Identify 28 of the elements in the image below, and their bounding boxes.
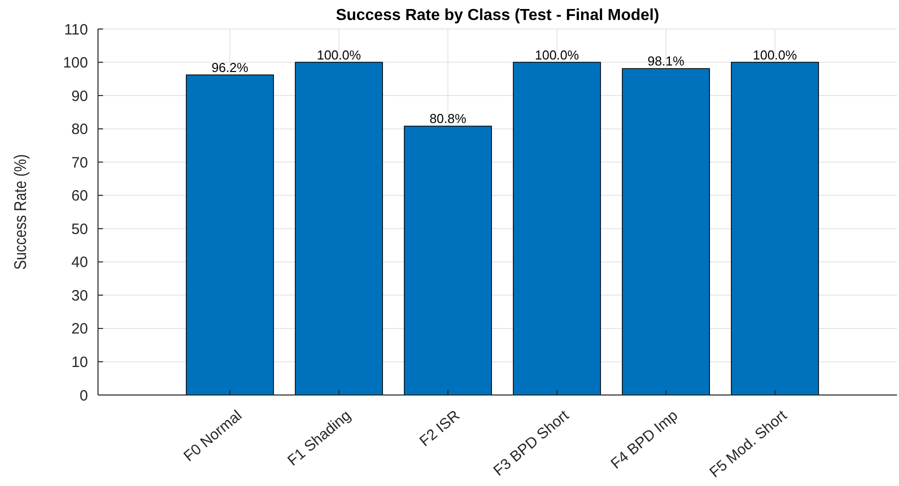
y-tick-label: 90 <box>71 88 88 105</box>
data-label: 80.8% <box>429 111 467 126</box>
bar <box>404 126 492 396</box>
chart-title: Success Rate by Class (Test - Final Model) <box>336 7 660 24</box>
y-tick-label: 50 <box>71 220 88 238</box>
data-label: 100.0% <box>534 47 580 62</box>
y-tick-label: 70 <box>71 154 88 172</box>
y-tick-label: 60 <box>71 188 88 205</box>
bar <box>186 74 274 396</box>
data-label: 98.1% <box>647 54 685 69</box>
y-tick-label: 0 <box>80 387 88 404</box>
y-tick-label: 10 <box>71 354 88 371</box>
x-tick-label: F4 BPD Imp <box>608 407 682 473</box>
bar <box>730 62 819 396</box>
y-tick-label: 20 <box>71 320 88 338</box>
x-tick-label: F2 ISR <box>416 406 464 450</box>
y-axis-title: Success Rate (%) <box>12 154 30 270</box>
bar <box>512 62 601 396</box>
y-tick-label: 80 <box>71 121 88 138</box>
y-tick-label: 40 <box>71 254 88 272</box>
data-label: 100.0% <box>316 47 362 62</box>
y-tick-label: 110 <box>64 21 88 38</box>
bar <box>294 62 383 396</box>
y-tick-label: 100 <box>62 54 88 72</box>
bar <box>622 68 710 396</box>
data-label: 96.2% <box>211 60 249 75</box>
data-label: 100.0% <box>752 47 798 62</box>
y-tick-label: 30 <box>71 287 88 304</box>
